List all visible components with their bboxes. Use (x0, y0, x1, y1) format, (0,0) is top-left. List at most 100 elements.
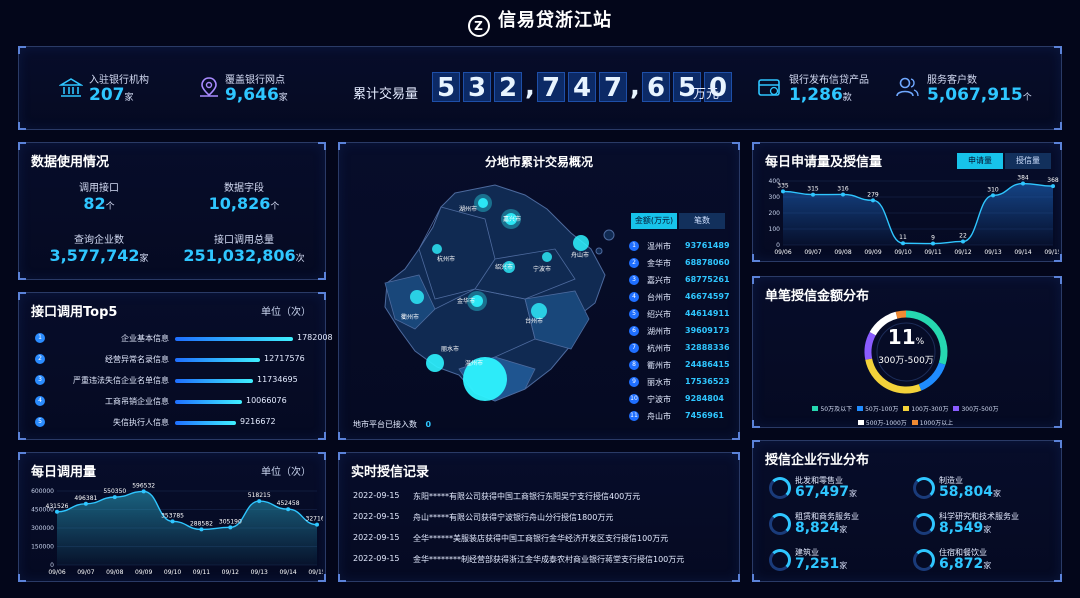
data-label: 316 (837, 185, 849, 192)
industry-label: 科学研究和技术服务业 (939, 512, 1019, 521)
top5-value: 10066076 (246, 396, 287, 405)
city-ranking-row: 11 舟山市 7456961 (629, 411, 739, 423)
area-fill (783, 183, 1053, 245)
data-point (199, 527, 204, 532)
city-name: 湖州市 (647, 327, 671, 336)
city-value: 17536523 (685, 377, 730, 386)
products-unit: 款 (842, 93, 852, 103)
data-point (315, 522, 319, 527)
credit-card-icon (758, 79, 780, 96)
customers-label: 服务客户数 (927, 75, 977, 86)
industry-ring-icon (913, 549, 935, 571)
industry-unit: 家 (983, 525, 992, 534)
data-point (811, 192, 815, 197)
tab-apply[interactable]: 申请量 (957, 153, 1003, 169)
industry-value: 8,549 (939, 520, 984, 536)
daily-apply-panel: 每日申请量及授信量 申请量 授信量 400 300 200 100 0 335 09/06 3… (752, 142, 1062, 262)
industry-title: 授信企业行业分布 (765, 453, 870, 468)
y-tick-label: 600000 (31, 488, 54, 495)
industry-value-wrap: 67,497家 (795, 484, 857, 500)
top5-bar (175, 337, 293, 341)
x-tick-label: 09/07 (77, 569, 94, 576)
series-line (782, 182, 1054, 245)
map-city-label: 宁波市 (533, 265, 551, 273)
top5-panel: 接口调用Top5 单位（次） 1 企业基本信息 1782008 2 经营异常名录信息 12… (18, 292, 333, 440)
legend-label: 100万-300万 (911, 406, 949, 413)
x-tick-label: 09/14 (279, 569, 296, 576)
city-value: 9284804 (685, 394, 724, 403)
daily-calls-chart: 600000 450000 300000 150000 0 431526 09/06 4963… (31, 483, 323, 576)
industry-value-wrap: 8,824家 (795, 520, 847, 536)
map-city-label: 台州市 (525, 317, 543, 325)
city-name: 温州市 (647, 242, 671, 251)
legend-swatch (911, 420, 918, 425)
x-tick-label: 09/12 (222, 569, 239, 576)
customers-unit: 个 (1022, 93, 1032, 103)
data-point (55, 509, 59, 514)
y-tick-label: 400 (769, 178, 781, 185)
top5-rank: 1 (35, 333, 45, 343)
city-rank: 3 (629, 275, 639, 285)
industry-value-wrap: 58,804家 (939, 484, 1001, 500)
city-ranking-row: 10 宁波市 9284804 (629, 394, 739, 406)
record-date: 2022-09-15 (353, 491, 400, 500)
data-label: 431526 (46, 503, 69, 510)
industry-label: 批发和零售业 (795, 476, 843, 485)
transaction-digit: 2 (494, 72, 522, 103)
legend-label: 1000万以上 (919, 420, 954, 427)
top5-bar (175, 379, 253, 383)
digit-separator: , (630, 72, 640, 102)
industry-label: 租赁和商务服务业 (795, 512, 859, 521)
banks-value: 207 (89, 85, 125, 105)
city-name: 衢州市 (647, 361, 671, 370)
transaction-digit: 5 (673, 72, 701, 103)
donut-center-value: 11 (887, 325, 916, 349)
x-tick-label: 09/09 (135, 569, 152, 576)
data-usage-item: 调用接口 82个 (79, 183, 119, 213)
tab-credit[interactable]: 授信量 (1005, 153, 1051, 169)
transaction-digit: 5 (432, 72, 460, 103)
top5-row: 2 经营异常名录信息 12717576 (31, 354, 321, 366)
y-tick-label: 200 (769, 210, 781, 217)
x-tick-label: 09/11 (193, 569, 210, 576)
transaction-digit: 6 (642, 72, 670, 103)
x-tick-label: 09/15 (308, 569, 323, 576)
transaction-digit: 3 (463, 72, 491, 103)
record-date: 2022-09-15 (353, 533, 400, 542)
zhejiang-map: 湖州市 嘉兴市 杭州市 绍兴市 宁波市 舟山市 衢州市 金华市 台州市 丽水市 … (384, 184, 615, 402)
transaction-digit: 7 (537, 72, 565, 103)
map-footer-value: 0 (425, 420, 432, 429)
x-tick-label: 09/08 (106, 569, 123, 576)
data-label: 22 (959, 232, 967, 239)
legend-swatch (903, 406, 910, 411)
city-value: 68878060 (685, 258, 730, 267)
legend-label: 300万-500万 (961, 406, 999, 413)
map-panel: 分地市累计交易概况 湖州市 嘉兴市 杭州市 绍兴市 宁波市 舟山市 衢州市 金华… (338, 142, 740, 440)
x-tick-label: 09/09 (864, 249, 881, 256)
record-text: 金华********制经营部获得浙江金华成泰农村商业银行蒋堂支行授信100万元 (413, 555, 685, 564)
data-label: 550350 (103, 488, 126, 495)
city-value: 46674597 (685, 292, 730, 301)
map-title: 分地市累计交易概况 (484, 155, 593, 169)
city-rank: 6 (629, 326, 639, 336)
users-icon (896, 77, 919, 97)
tab-count[interactable]: 笔数 (679, 213, 725, 229)
city-name: 金华市 (647, 259, 671, 268)
y-tick-label: 450000 (31, 507, 54, 514)
legend-swatch (857, 406, 864, 411)
city-rank: 10 (629, 394, 639, 404)
data-point (961, 239, 965, 244)
x-tick-label: 09/06 (48, 569, 65, 576)
bank-icon (59, 78, 83, 97)
data-label: 327169 (306, 516, 323, 523)
top5-bar (175, 400, 242, 404)
data-label: 596532 (132, 483, 155, 489)
tab-amount[interactable]: 金额(万元) (631, 213, 677, 229)
industry-value-wrap: 7,251家 (795, 556, 847, 572)
y-tick-label: 100 (769, 226, 781, 233)
donut-slice (905, 310, 948, 365)
daily-calls-unit: 单位（次） (261, 467, 311, 478)
legend-swatch (857, 420, 864, 425)
industry-ring-icon (769, 513, 791, 535)
map-city-label: 丽水市 (441, 345, 459, 353)
